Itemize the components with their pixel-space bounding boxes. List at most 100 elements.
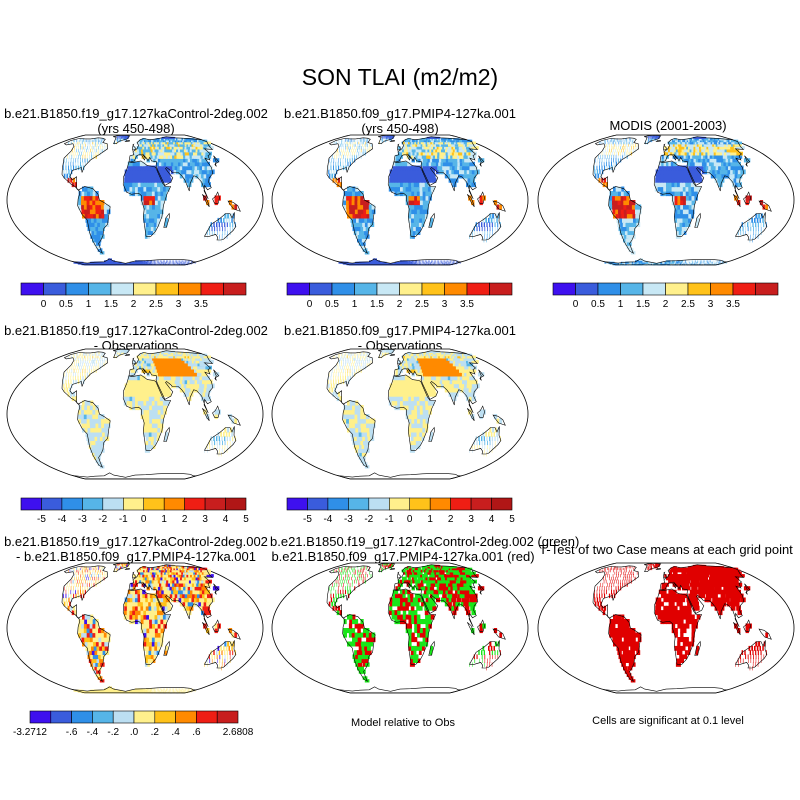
map-cell xyxy=(617,148,618,153)
map-cell xyxy=(712,169,717,175)
map-cell xyxy=(376,260,381,263)
map-cell xyxy=(408,260,411,263)
map-cell xyxy=(185,263,187,265)
map-cell xyxy=(354,195,358,201)
map-cell xyxy=(630,222,635,227)
map-cell xyxy=(174,165,180,171)
map-cell xyxy=(386,135,388,137)
map-cell xyxy=(484,234,485,239)
map-cell xyxy=(371,209,376,215)
map-cell xyxy=(351,158,353,163)
map-cell xyxy=(141,368,145,373)
map-cell xyxy=(628,151,630,156)
map-cell xyxy=(226,234,228,239)
map-cell xyxy=(494,222,496,227)
map-cell xyxy=(84,148,85,153)
map-cell xyxy=(153,158,158,163)
map-cell xyxy=(162,158,167,163)
map-cell xyxy=(205,391,210,397)
map-cell xyxy=(357,238,362,243)
map-cell xyxy=(66,173,69,179)
map-cell xyxy=(617,204,622,210)
map-cell xyxy=(406,143,410,147)
map-cell xyxy=(124,182,128,188)
map-cell xyxy=(422,213,426,219)
map-cell xyxy=(184,379,190,385)
map-cell xyxy=(160,186,164,192)
map-cell xyxy=(471,146,479,150)
map-cell xyxy=(658,169,662,175)
map-cell xyxy=(91,365,92,370)
map-cell xyxy=(623,138,625,141)
map-cell xyxy=(158,161,163,167)
map-cell xyxy=(681,148,686,153)
map-cell xyxy=(217,431,220,437)
map-cell xyxy=(67,391,70,397)
map-cell xyxy=(608,261,615,264)
map-cell xyxy=(82,372,83,377)
map-cell xyxy=(135,261,137,264)
map-cell xyxy=(86,436,91,441)
map-cell xyxy=(347,213,352,219)
map-cell xyxy=(90,143,91,147)
map-cell xyxy=(755,222,757,227)
map-cell xyxy=(95,355,96,359)
map-cell xyxy=(346,423,351,429)
map-cell xyxy=(150,230,153,235)
coastline xyxy=(124,140,130,143)
map-cell xyxy=(199,177,205,183)
map-cell xyxy=(660,169,664,175)
map-cell xyxy=(70,372,72,377)
map-cell xyxy=(91,222,96,227)
map-cell xyxy=(441,169,446,175)
map-cell xyxy=(418,226,422,232)
map-cell xyxy=(596,169,599,175)
map-cell xyxy=(648,136,649,138)
map-cell xyxy=(89,372,91,377)
map-cell xyxy=(686,260,688,263)
map-cell xyxy=(632,148,634,153)
map-cell xyxy=(658,165,662,171)
map-cell xyxy=(149,260,151,263)
map-cell xyxy=(103,360,105,364)
map-cell xyxy=(691,191,695,197)
map-cell xyxy=(81,139,83,143)
map-cell xyxy=(348,195,353,201)
map-cell xyxy=(170,136,176,139)
map-cell xyxy=(730,169,736,175)
map-cell xyxy=(362,436,367,441)
map-cell xyxy=(406,261,409,264)
map-cell xyxy=(135,365,138,370)
map-cell xyxy=(492,427,495,433)
map-cell xyxy=(158,260,160,263)
map-cell xyxy=(120,349,122,351)
map-cell xyxy=(132,365,136,370)
map-cell xyxy=(119,350,121,352)
map-cell xyxy=(205,177,210,183)
map-cell xyxy=(148,226,151,232)
map-cell xyxy=(682,158,686,163)
map-cell xyxy=(671,195,676,201)
map-cell xyxy=(101,213,106,219)
map-cell xyxy=(129,191,133,197)
map-cell xyxy=(405,169,409,175)
map-cell xyxy=(84,191,88,197)
map-cell xyxy=(167,158,172,163)
map-cell xyxy=(413,226,416,232)
map-cell xyxy=(620,154,621,159)
map-cell xyxy=(94,138,95,141)
map-cell xyxy=(157,151,162,156)
map-cell xyxy=(421,436,425,441)
map-cell xyxy=(732,158,739,163)
map-cell xyxy=(671,165,675,171)
map-cell xyxy=(63,375,64,381)
map-cell xyxy=(608,139,609,143)
map-cell xyxy=(416,261,418,264)
map-cell xyxy=(676,143,680,147)
map-cell xyxy=(98,226,103,232)
map-cell xyxy=(690,263,691,265)
map-cell xyxy=(154,195,159,201)
map-cell xyxy=(168,161,173,167)
map-cell xyxy=(105,357,107,361)
map-cell xyxy=(613,141,614,145)
